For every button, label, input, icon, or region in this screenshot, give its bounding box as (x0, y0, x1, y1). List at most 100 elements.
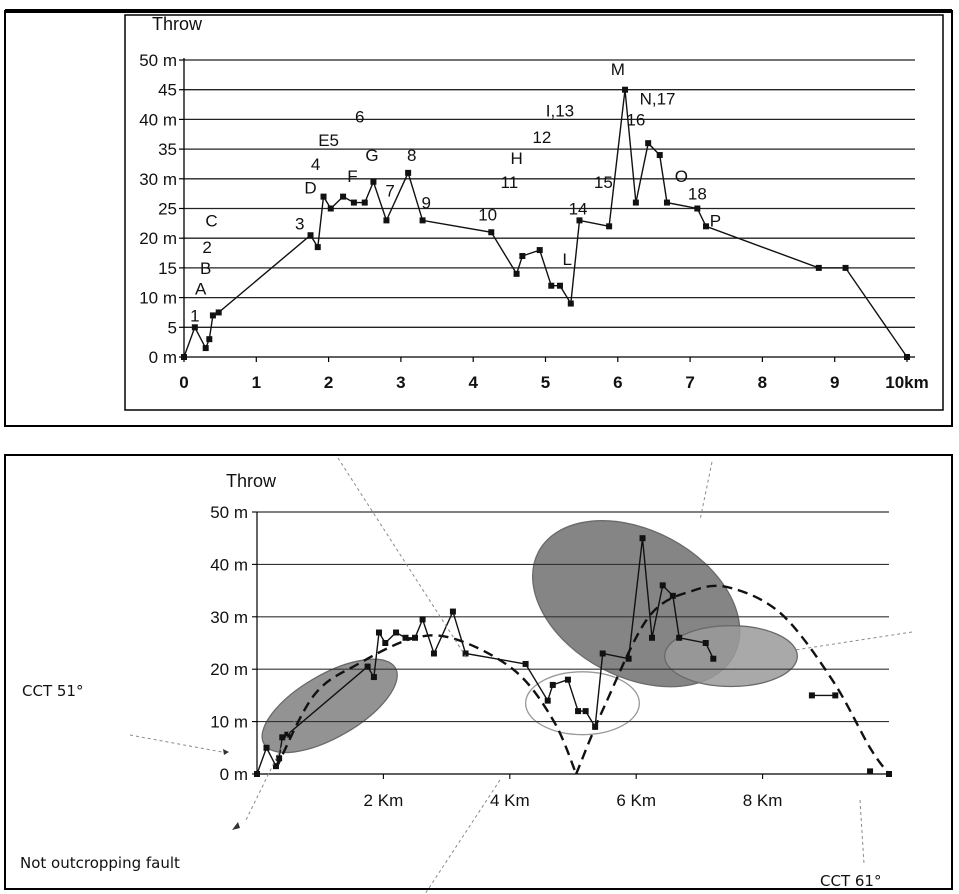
top-x-tick-label: 8 (758, 373, 767, 392)
bottom-data-point (254, 771, 260, 777)
top-point-label: P (710, 211, 721, 230)
top-point-label: 3 (295, 214, 304, 233)
bottom-data-point (886, 771, 892, 777)
annotation-cct-51: CCT 51° (22, 682, 83, 700)
top-chart-y-axis-title: Throw (152, 14, 203, 34)
top-data-point (663, 199, 670, 206)
bottom-data-point (279, 734, 286, 741)
bottom-chart-axes (256, 511, 889, 775)
bottom-chart-y-axis-title: Throw (226, 471, 277, 491)
bottom-data-point (599, 650, 606, 657)
bottom-y-tick-label: 0 m (220, 765, 248, 784)
top-data-point (904, 354, 910, 360)
top-data-point (567, 300, 574, 307)
top-chart-box (124, 14, 944, 411)
leader-line (859, 799, 865, 865)
top-data-point (645, 140, 652, 147)
leader-line (424, 779, 501, 894)
top-x-tick-label: 5 (541, 373, 550, 392)
top-data-point (815, 264, 822, 271)
top-point-label: I,13 (546, 101, 574, 120)
top-y-tick-label: 20 m (139, 229, 177, 248)
top-y-tick-label: 15 (158, 259, 177, 278)
top-x-tick-label: 4 (468, 373, 478, 392)
top-x-tick-label: 3 (396, 373, 405, 392)
bottom-data-point (564, 676, 571, 683)
bottom-data-point (276, 755, 283, 762)
top-data-point (703, 223, 710, 230)
top-data-point (383, 217, 390, 224)
bottom-chart-x-ticks: 2 Km 4 Km 6 Km 8 Km (364, 774, 783, 810)
top-point-label: 4 (311, 155, 320, 174)
top-point-label: 15 (594, 173, 613, 192)
top-point-label: 16 (626, 110, 645, 129)
top-point-label: N,17 (640, 90, 676, 109)
top-data-point (519, 253, 526, 260)
bottom-data-point (592, 723, 599, 730)
bottom-data-point (375, 629, 382, 636)
top-data-point (181, 354, 187, 360)
top-point-label: 8 (407, 146, 416, 165)
bottom-data-point (419, 616, 426, 623)
bottom-x-tick-label: 2 Km (364, 791, 404, 810)
top-point-label: 11 (501, 173, 519, 192)
bottom-chart-leader-lines (129, 457, 913, 894)
bottom-x-tick-label: 8 Km (743, 791, 783, 810)
bottom-data-point (430, 650, 437, 657)
top-point-label: 18 (688, 185, 707, 204)
top-point-label: L (562, 250, 571, 269)
top-data-point (632, 199, 639, 206)
top-data-point (548, 282, 555, 289)
top-point-label: 7 (385, 182, 394, 201)
top-data-point (320, 193, 327, 200)
top-data-point (606, 223, 613, 230)
top-data-point (536, 247, 543, 254)
top-y-tick-label: 0 m (149, 348, 177, 367)
top-data-point (307, 232, 314, 239)
bottom-data-point (710, 655, 717, 662)
bottom-y-tick-label: 40 m (210, 555, 248, 574)
bottom-data-point (272, 763, 279, 770)
bottom-data-point (393, 629, 400, 636)
annotation-not-outcropping-fault: Not outcropping fault (20, 854, 180, 872)
leader-line (244, 719, 296, 823)
top-y-tick-label: 25 (158, 200, 177, 219)
top-data-point (576, 217, 583, 224)
bottom-data-point (284, 731, 291, 738)
top-point-label: 12 (532, 128, 551, 147)
top-chart-gridlines (184, 59, 915, 328)
top-data-point (215, 309, 222, 316)
dashed-envelope-curve (274, 634, 578, 775)
bottom-chart-dashed-envelopes (274, 584, 890, 775)
top-data-point (622, 86, 629, 93)
bottom-data-point (867, 768, 874, 775)
bottom-panel-frame (4, 454, 953, 890)
top-data-point (842, 264, 849, 271)
top-data-point (202, 345, 209, 352)
dashed-envelope-curve (575, 584, 890, 775)
bottom-data-point (263, 744, 270, 751)
top-data-point (191, 324, 198, 331)
top-point-label: E5 (318, 131, 339, 150)
top-point-label: B (200, 259, 211, 278)
top-point-label: 14 (569, 200, 588, 219)
top-x-tick-label: 7 (685, 373, 694, 392)
top-point-label: D (304, 179, 316, 198)
top-y-tick-label: 50 m (139, 51, 177, 70)
top-data-point (340, 193, 347, 200)
top-chart-points (181, 86, 910, 360)
top-point-label: F (347, 167, 357, 186)
top-data-point (419, 217, 426, 224)
top-point-label: G (365, 146, 378, 165)
bottom-data-point (625, 655, 632, 662)
bottom-data-point (582, 708, 589, 715)
top-point-label: M (611, 60, 625, 79)
highlight-ellipse (261, 658, 398, 754)
bottom-x-tick-label: 6 Km (616, 791, 656, 810)
bottom-data-point (412, 634, 418, 641)
top-data-point (694, 205, 701, 212)
bottom-y-tick-label: 50 m (210, 503, 248, 522)
top-data-point (206, 336, 213, 343)
top-data-point (314, 244, 321, 251)
